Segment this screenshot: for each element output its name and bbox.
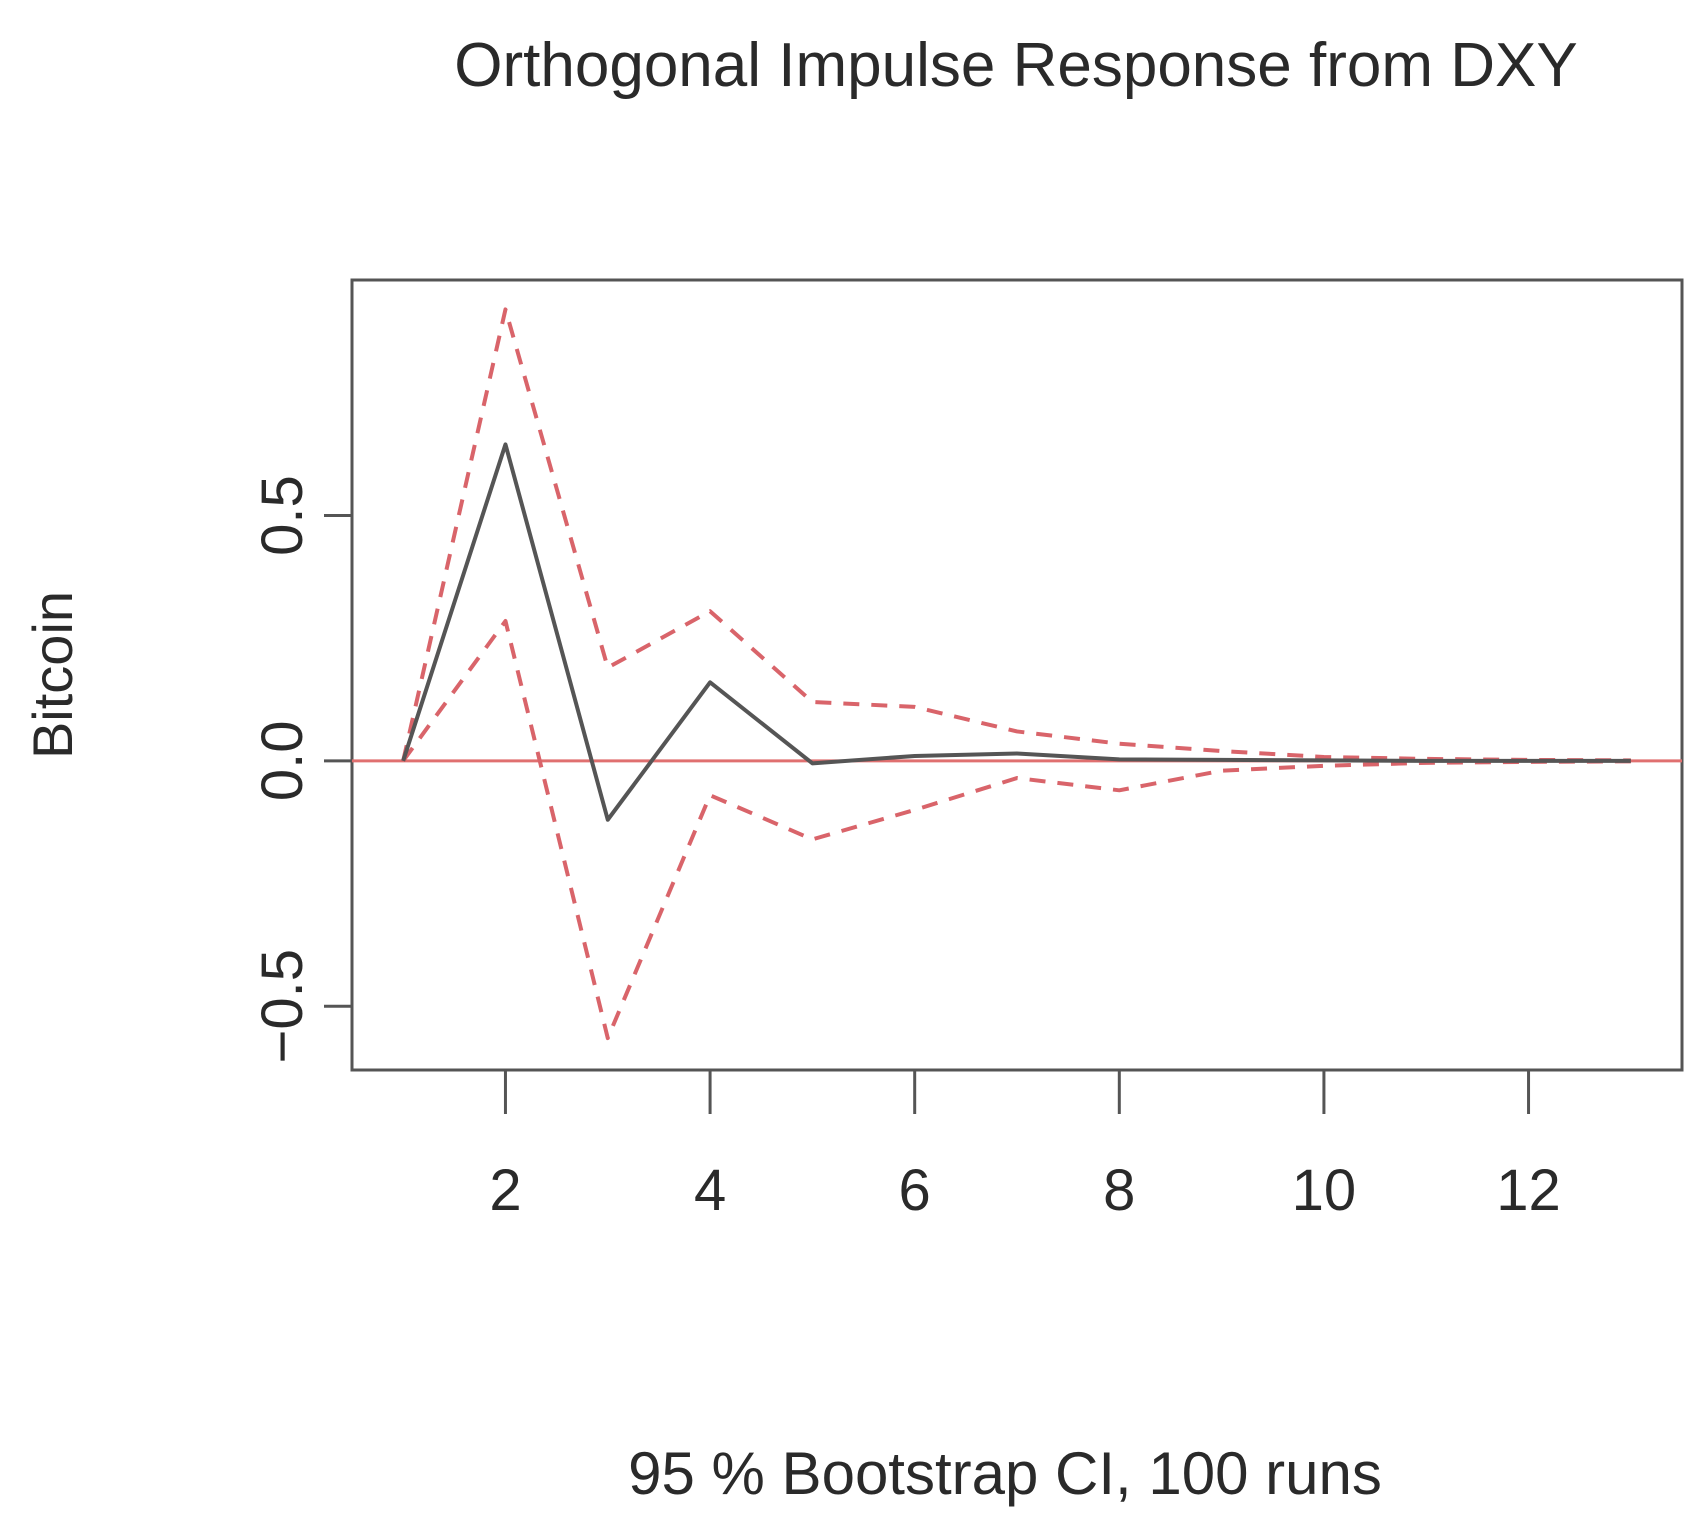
impulse-response-line: [401, 442, 1631, 822]
ci-lower-line: [401, 619, 1631, 1041]
y-tick-label: −0.5: [250, 949, 315, 1064]
series-layer: [401, 307, 1631, 1041]
x-axis: 2 4 6 8 10 12: [489, 1070, 1561, 1223]
ci-upper-line: [401, 307, 1631, 763]
y-axis-label: Bitcoin: [21, 591, 84, 759]
x-tick-label: 2: [489, 1158, 521, 1223]
y-tick-label: 0.0: [250, 721, 315, 802]
x-tick-label: 10: [1292, 1158, 1357, 1223]
x-tick-label: 8: [1103, 1158, 1135, 1223]
x-axis-label: 95 % Bootstrap CI, 100 runs: [628, 1440, 1382, 1507]
y-axis: −0.5 0.0 0.5: [250, 475, 352, 1063]
y-tick-label: 0.5: [250, 475, 315, 556]
x-tick-label: 6: [899, 1158, 931, 1223]
chart-title: Orthogonal Impulse Response from DXY: [454, 31, 1577, 100]
x-tick-label: 4: [694, 1158, 726, 1223]
plot-frame: [350, 278, 1684, 1072]
x-tick-label: 12: [1496, 1158, 1561, 1223]
